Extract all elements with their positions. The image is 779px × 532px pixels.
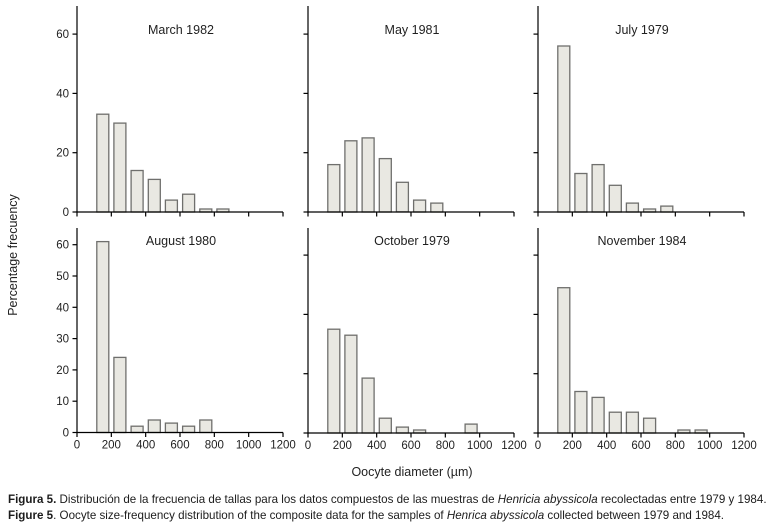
panel-may-1981: May 1981 [303, 6, 515, 217]
caption-text: Figure 5 [8, 509, 54, 523]
x-tick-label: 200 [102, 440, 121, 452]
panel-title: November 1984 [598, 234, 687, 248]
y-tick-label: 10 [56, 396, 69, 408]
x-tick-label: 600 [401, 440, 420, 452]
panel-title: March 1982 [148, 23, 214, 37]
bar [199, 419, 213, 434]
bar [412, 199, 427, 213]
bar [147, 419, 161, 434]
panel-july-1979: July 1979 [533, 6, 745, 217]
x-tick-label: 0 [535, 440, 541, 452]
bar [378, 157, 392, 213]
bar [608, 184, 622, 213]
y-tick-label: 20 [56, 365, 69, 377]
x-tick-label: 800 [666, 440, 685, 452]
panel-november-1984: 0 200 400 600 800 1000 1200 November 1984 [533, 228, 757, 452]
caption-text: Distribución de la frecuencia de tallas … [56, 493, 498, 506]
species-name: Henrica abyssicola [446, 509, 545, 523]
panel-title: July 1979 [615, 23, 669, 37]
bar [147, 178, 161, 213]
bar [361, 137, 375, 213]
bar [625, 411, 640, 434]
bar [660, 205, 674, 213]
y-tick-label: 60 [56, 29, 69, 41]
y-tick-label: 0 [63, 428, 69, 440]
x-tick-label: 400 [597, 440, 616, 452]
panel-october-1979: 0 200 400 600 800 1000 1200 October 1979 [303, 228, 527, 452]
bar [642, 417, 657, 434]
x-tick-label: 1200 [731, 440, 757, 452]
bar [464, 423, 478, 434]
y-axis-label: Percentage frecuency [6, 193, 20, 315]
x-tick-label: 200 [563, 440, 582, 452]
bar [557, 287, 571, 434]
panel-title: May 1981 [385, 23, 440, 37]
x-tick-label: 800 [205, 440, 224, 452]
bar [164, 422, 179, 434]
bar [574, 390, 588, 434]
x-tick-label: 0 [305, 440, 311, 452]
caption-text: recolectadas entre 1979 y 1984. [597, 493, 767, 506]
y-tick-label: 0 [63, 207, 69, 219]
panel-title: August 1980 [146, 234, 216, 248]
x-tick-label: 600 [170, 440, 189, 452]
y-tick-label: 40 [56, 302, 69, 314]
caption-text: collected between 1979 and 1984. [544, 509, 725, 523]
bar [608, 411, 622, 434]
y-tick-label: 30 [56, 334, 69, 346]
x-axis-label: Oocyte diameter (µm) [351, 465, 472, 479]
bar [591, 396, 605, 434]
bar [327, 328, 341, 434]
x-tick-label: 1200 [270, 440, 296, 452]
caption-text: Figura 5. [8, 493, 57, 506]
species-name: Henricia abyssicola [497, 493, 598, 506]
bar [327, 163, 341, 213]
bar [395, 181, 410, 213]
figure-caption: Figura 5. Distribución de la frecuencia … [8, 492, 776, 524]
bar [130, 425, 144, 434]
y-tick-label: 60 [56, 240, 69, 252]
bar [395, 426, 410, 434]
bar [113, 356, 127, 434]
bar [96, 240, 110, 434]
x-tick-label: 1000 [467, 440, 493, 452]
bar [344, 334, 358, 434]
x-tick-label: 1000 [697, 440, 723, 452]
x-tick-label: 1200 [501, 440, 527, 452]
bar [591, 163, 605, 213]
bar [378, 417, 392, 434]
bar [361, 377, 375, 434]
caption-line: Figure 5. Oocyte size-frequency distribu… [8, 508, 776, 524]
bar [181, 193, 196, 213]
x-tick-label: 0 [74, 440, 80, 452]
x-tick-label: 200 [333, 440, 352, 452]
bar [181, 425, 196, 434]
bar [574, 172, 588, 213]
x-tick-label: 400 [367, 440, 386, 452]
bar [344, 140, 358, 213]
figure-canvas: 0 20 40 60 March 1982 May 1981 July 1979 0 10 20 3… [6, 6, 757, 479]
bar [113, 122, 127, 213]
caption-line: Figura 5. Distribución de la frecuencia … [8, 492, 776, 508]
bar [430, 202, 444, 213]
y-tick-label: 20 [56, 148, 69, 160]
panel-march-1982: 0 20 40 60 March 1982 [56, 6, 284, 219]
x-tick-label: 1000 [236, 440, 262, 452]
bar [557, 45, 571, 213]
caption-text: . Oocyte size-frequency distribution of … [53, 509, 447, 523]
bar [96, 113, 110, 213]
y-tick-label: 40 [56, 88, 69, 100]
y-tick-label: 50 [56, 271, 69, 283]
x-tick-label: 400 [136, 440, 155, 452]
bar [130, 169, 144, 213]
panel-title: October 1979 [374, 234, 450, 248]
x-tick-label: 600 [631, 440, 650, 452]
x-tick-label: 800 [436, 440, 455, 452]
bar [625, 202, 640, 213]
bar [164, 199, 179, 213]
